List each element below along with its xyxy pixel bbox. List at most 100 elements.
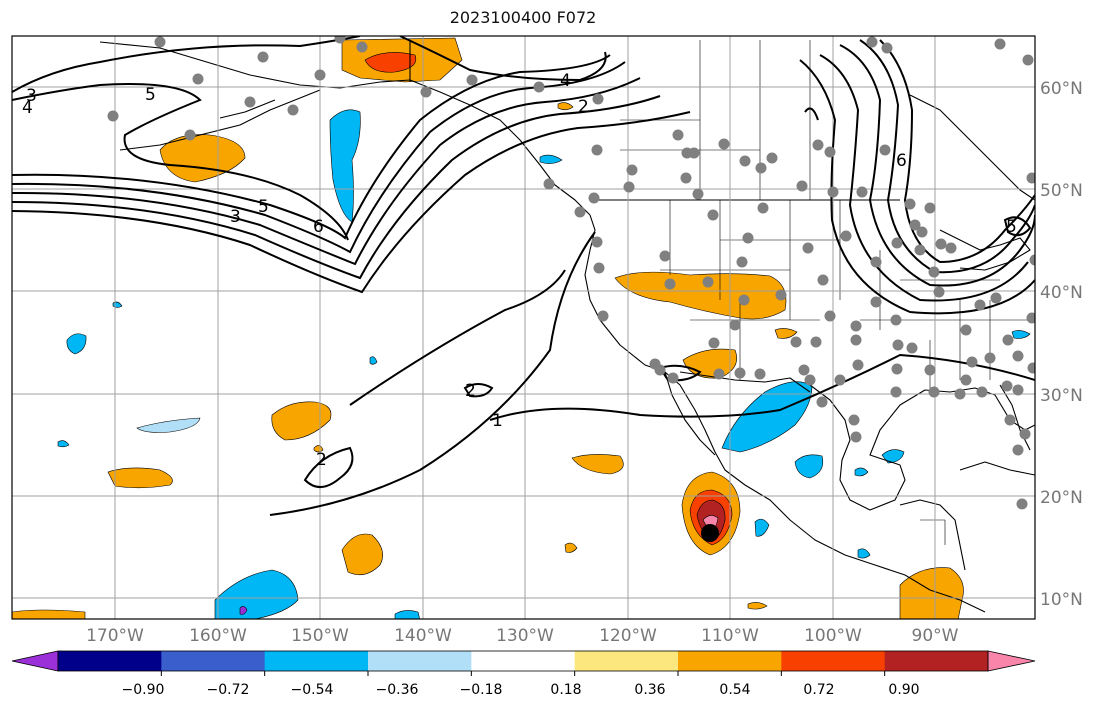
colorbar-segment [161, 651, 266, 671]
shade-orange-pac-2 [107, 467, 173, 489]
contour-label: 5 [1006, 217, 1017, 237]
station-dot [1012, 350, 1024, 362]
lat-label: 50°N [1040, 181, 1083, 201]
station-dot [593, 262, 605, 274]
station-dot [184, 129, 196, 141]
coast-florida [999, 384, 1031, 451]
station-dot [688, 147, 700, 159]
station-dots [107, 36, 1035, 510]
station-dot [928, 386, 940, 398]
station-dot [850, 431, 862, 443]
shaded-field [12, 37, 1031, 619]
station-dot [718, 138, 730, 150]
station-dot [707, 209, 719, 221]
station-dot [890, 314, 902, 326]
station-dot [840, 230, 852, 242]
station-dot [892, 339, 904, 351]
shade-orange-central-am [899, 567, 964, 619]
station-dot [824, 146, 836, 158]
station-dot [856, 186, 868, 198]
station-dot [597, 310, 609, 322]
station-dot [257, 51, 269, 63]
station-dot [827, 186, 839, 198]
contour-label: 6 [313, 217, 324, 237]
station-dot [954, 388, 966, 400]
lon-label: 100°W [804, 626, 862, 646]
shade-cyan-pac-9 [57, 440, 70, 448]
station-dot [812, 139, 824, 151]
coast-yucatan [899, 499, 966, 571]
colorbar-tick-label: −0.36 [376, 682, 419, 698]
colorbar-tick-label: 0.72 [803, 682, 834, 698]
station-dot [906, 342, 918, 354]
contour-pacific-trough-5 [12, 111, 691, 294]
station-dot [904, 198, 916, 210]
lon-label: 120°W [599, 626, 657, 646]
station-dot [702, 276, 714, 288]
contour-east-trough-5 [799, 59, 1035, 315]
colorbar-tick-label: −0.54 [291, 682, 334, 698]
station-dot [543, 178, 555, 190]
shade-cyan-pac-6 [1011, 330, 1031, 339]
station-dot [1002, 334, 1014, 346]
contour-east-trough-4 [819, 54, 1029, 302]
colorbar-tick-label: 0.54 [719, 682, 750, 698]
colorbar-segments [58, 651, 989, 671]
contour-east-trough-7 [1003, 216, 1032, 237]
station-dot [870, 256, 882, 268]
station-dot [974, 299, 986, 311]
shade-orange-west-us [614, 271, 787, 320]
station-dot [984, 352, 996, 364]
station-dot [287, 104, 299, 116]
lat-label: 10°N [1040, 590, 1083, 610]
contour-label: 3 [230, 207, 241, 227]
station-dot [736, 256, 748, 268]
station-dot [680, 172, 692, 184]
colorbar-tick-label: 0.36 [634, 682, 665, 698]
lon-label: 110°W [701, 626, 759, 646]
border-central-america [920, 519, 946, 545]
contour-lines [12, 36, 1035, 516]
station-dot [834, 374, 846, 386]
station-dot [1026, 172, 1035, 184]
lat-label: 20°N [1040, 488, 1083, 508]
station-dot [592, 93, 604, 105]
colorbar-tick-label: −0.72 [207, 682, 250, 698]
colorbar-extend-right [987, 650, 1036, 672]
station-dot [672, 129, 684, 141]
station-dot [654, 364, 666, 376]
shade-cyan-gulf-3 [854, 467, 869, 477]
chart-title: 2023100400 F072 [449, 8, 597, 27]
shade-orange-pac-6 [12, 609, 86, 619]
station-dot [591, 236, 603, 248]
contour-subtropical-2 [303, 446, 354, 488]
station-dot [817, 274, 829, 286]
colorbar-tick-label: −0.18 [460, 682, 503, 698]
shade-cyan-150w [329, 109, 361, 223]
lat-label: 30°N [1040, 386, 1083, 406]
contour-label: 2 [578, 97, 589, 117]
contour-alaska-ridge [399, 36, 607, 82]
station-dot [866, 36, 878, 48]
colorbar-segment [58, 651, 162, 671]
station-dot [960, 374, 972, 386]
station-dot [1001, 380, 1013, 392]
station-dot [881, 42, 893, 54]
shade-cyan-pac-7 [369, 356, 378, 365]
station-dot [533, 81, 545, 93]
station-dot [1012, 384, 1024, 396]
station-dot [879, 144, 891, 156]
gridlines [12, 36, 1035, 619]
station-dot [734, 367, 746, 379]
colorbar-segment [781, 651, 886, 671]
shade-orange-small-1 [774, 328, 798, 339]
contour-label: 4 [560, 71, 571, 91]
shade-orange-pac-3 [571, 454, 624, 475]
contour-label: 2 [465, 381, 476, 401]
coast-great-lakes [939, 229, 1031, 271]
station-dot [659, 250, 671, 262]
lon-label: 170°W [86, 626, 144, 646]
border-states [660, 200, 1035, 390]
contour-east-trough-1 [839, 44, 1035, 287]
shade-cyan-pac-4 [754, 518, 770, 537]
